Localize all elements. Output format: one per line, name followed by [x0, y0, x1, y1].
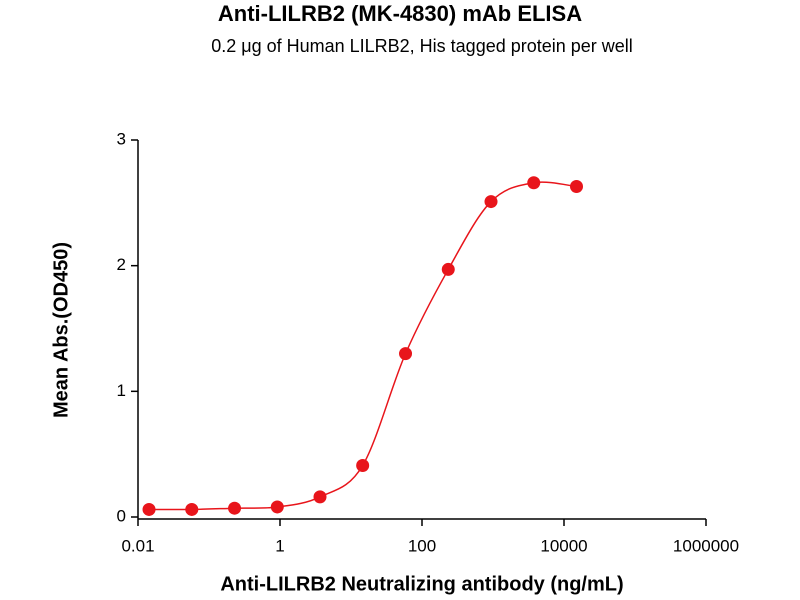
chart-title: Anti-LILRB2 (MK-4830) mAb ELISA: [218, 1, 582, 26]
y-tick-label: 2: [117, 255, 126, 274]
x-tick-label: 1: [275, 536, 284, 555]
data-point: [484, 195, 498, 209]
y-tick-label: 3: [117, 129, 126, 148]
data-point: [185, 502, 199, 516]
data-point: [399, 347, 413, 361]
chart-subtitle: 0.2 μg of Human LILRB2, His tagged prote…: [211, 36, 633, 56]
data-point: [441, 262, 455, 276]
data-point: [270, 500, 284, 514]
data-point: [313, 490, 327, 504]
y-axis-label: Mean Abs.(OD450): [50, 242, 72, 418]
y-tick-label: 0: [117, 506, 126, 525]
data-point: [228, 501, 242, 515]
x-tick-label: 100: [408, 536, 436, 555]
x-tick-label: 10000: [540, 536, 587, 555]
fit-curve: [149, 181, 577, 511]
x-axis-label: Anti-LILRB2 Neutralizing antibody (ng/mL…: [220, 573, 623, 595]
data-point: [527, 176, 541, 190]
data-point: [570, 179, 584, 193]
data-point: [356, 458, 370, 472]
x-tick-label: 0.01: [121, 536, 154, 555]
y-tick-label: 1: [117, 381, 126, 400]
data-point: [142, 502, 156, 516]
x-tick-label: 1000000: [673, 536, 739, 555]
